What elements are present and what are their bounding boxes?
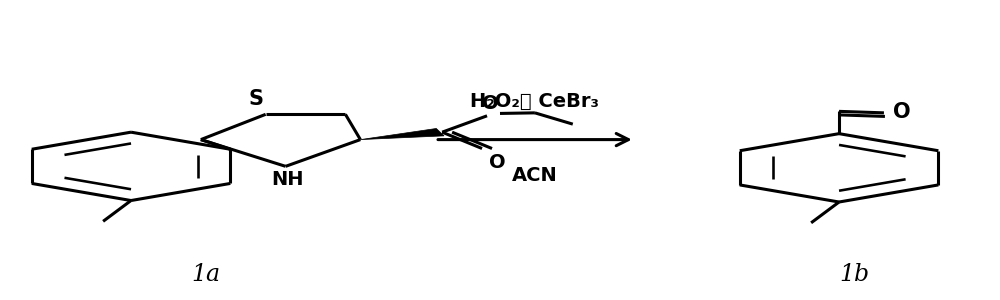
Text: 1b: 1b (839, 263, 869, 286)
Polygon shape (360, 128, 444, 140)
Text: S: S (248, 89, 263, 109)
Text: H₂O₂、 CeBr₃: H₂O₂、 CeBr₃ (470, 92, 599, 110)
Text: 1a: 1a (191, 263, 220, 286)
Text: O: O (489, 153, 505, 172)
Text: NH: NH (271, 170, 304, 189)
Text: O: O (893, 102, 911, 122)
Text: ACN: ACN (512, 166, 558, 185)
Text: O: O (482, 94, 498, 113)
